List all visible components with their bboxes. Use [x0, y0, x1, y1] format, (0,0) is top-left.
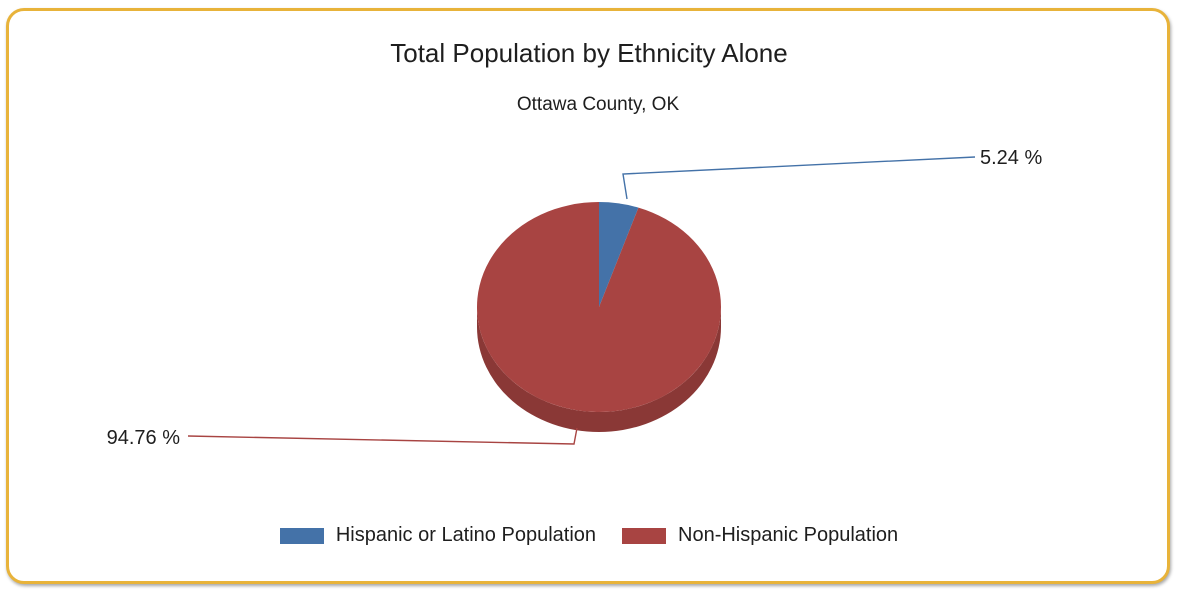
legend-label-hispanic: Hispanic or Latino Population: [335, 524, 597, 546]
legend: Hispanic or Latino Population Non-Hispan…: [0, 524, 1178, 547]
pie-side-1: [477, 307, 721, 432]
legend-label-non-hispanic: Non-Hispanic Population: [678, 524, 899, 546]
data-label-1: 94.76 %: [107, 427, 181, 449]
legend-item-non-hispanic[interactable]: Non-Hispanic Population: [622, 524, 898, 547]
legend-swatch-hispanic: [279, 527, 324, 544]
pie-slice-0[interactable]: [599, 202, 639, 307]
pie-top-face: [476, 202, 721, 412]
pie-side-wall: [477, 307, 721, 432]
legend-swatch-non-hispanic: [622, 527, 667, 544]
leader-line-0: [622, 156, 976, 200]
leader-line-1: [187, 427, 578, 445]
pie-slice-1[interactable]: [476, 202, 721, 412]
chart-title: Total Population by Ethnicity Alone: [390, 38, 788, 68]
data-label-0: 5.24 %: [980, 147, 1042, 169]
chart-subtitle: Ottawa County, OK: [516, 94, 680, 115]
leader-lines: [187, 156, 976, 445]
legend-item-hispanic[interactable]: Hispanic or Latino Population: [279, 524, 597, 547]
data-labels: 5.24 % 94.76 %: [107, 147, 1043, 449]
